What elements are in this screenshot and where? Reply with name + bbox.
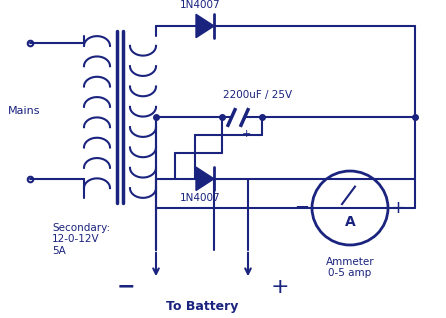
Text: Ammeter
0-5 amp: Ammeter 0-5 amp <box>326 257 374 278</box>
Text: 1N4007: 1N4007 <box>180 0 220 10</box>
Text: 2200uF / 25V: 2200uF / 25V <box>223 90 292 100</box>
Text: 1N4007: 1N4007 <box>180 193 220 204</box>
Polygon shape <box>196 14 214 38</box>
Text: Mains: Mains <box>8 106 41 116</box>
Polygon shape <box>196 167 214 190</box>
Text: −: − <box>294 199 310 217</box>
Text: To Battery: To Battery <box>166 300 238 313</box>
Text: +: + <box>241 129 251 139</box>
Text: +: + <box>391 199 405 217</box>
Text: Secondary:
12-0-12V
5A: Secondary: 12-0-12V 5A <box>52 223 110 256</box>
Text: +: + <box>271 277 289 297</box>
Text: −: − <box>117 277 135 297</box>
Text: A: A <box>345 215 355 229</box>
